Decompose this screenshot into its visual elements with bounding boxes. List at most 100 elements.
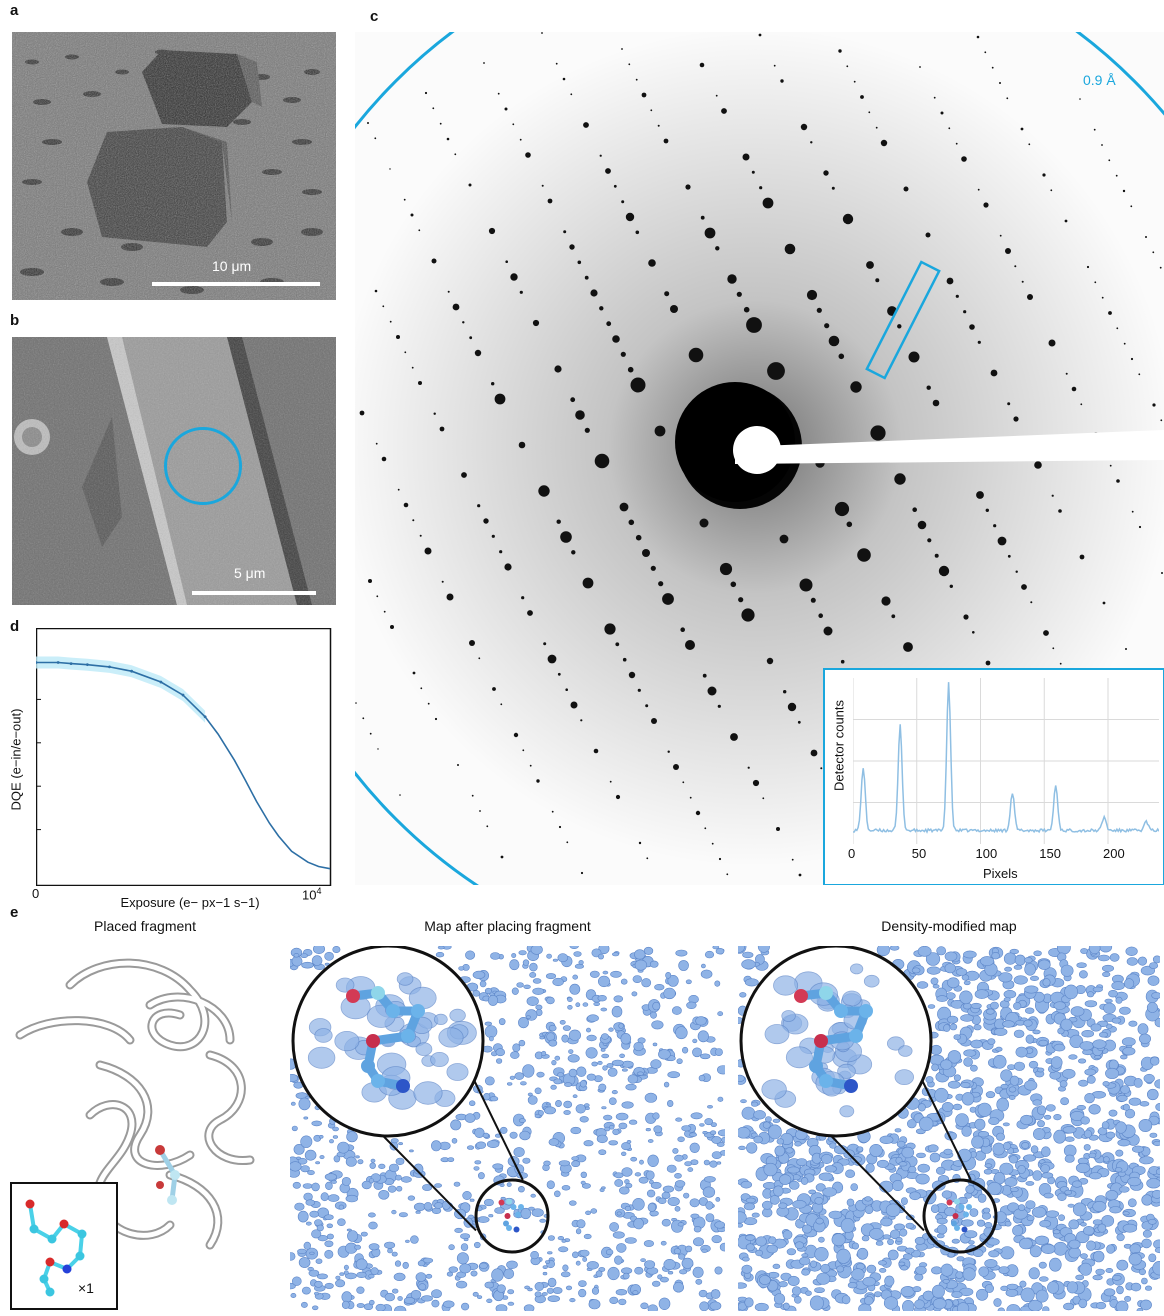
density-blob	[1096, 1301, 1107, 1310]
density-blob	[551, 1059, 557, 1066]
density-blob	[1030, 1145, 1039, 1154]
diffraction-spot	[374, 137, 377, 140]
density-blob	[438, 1027, 464, 1048]
density-blob	[588, 1299, 601, 1310]
density-blob	[431, 1289, 442, 1299]
diffraction-spot	[938, 565, 950, 577]
density-blob	[547, 1235, 555, 1241]
fragment-atom-small	[513, 1226, 520, 1233]
density-blob	[545, 1260, 551, 1264]
density-blob	[947, 1015, 959, 1024]
diffraction-spot	[504, 563, 512, 571]
diffraction-spot	[446, 137, 450, 141]
diffraction-spot	[875, 126, 878, 129]
density-blob	[976, 1288, 989, 1301]
diffraction-spot	[646, 857, 649, 860]
density-blob	[583, 1233, 592, 1240]
density-blob	[616, 1243, 627, 1253]
diffraction-spot	[704, 227, 716, 239]
density-blob	[396, 1185, 403, 1192]
density-blob	[483, 1093, 491, 1101]
density-blob	[719, 1242, 725, 1252]
density-blob	[301, 961, 314, 969]
density-blob	[563, 1110, 571, 1115]
fragment-atom	[346, 989, 360, 1003]
density-blob	[831, 1233, 846, 1247]
density-blob	[908, 1165, 917, 1174]
density-blob	[568, 1049, 574, 1054]
dqe-y-label: DQE (e−in/e−out)	[8, 708, 24, 811]
diffraction-spot	[927, 538, 932, 543]
density-blob	[1111, 1274, 1122, 1281]
density-blob	[1084, 1000, 1098, 1008]
diffraction-spot	[870, 425, 886, 441]
density-blob	[700, 969, 713, 979]
density-blob	[568, 1029, 582, 1041]
density-blob	[466, 1145, 475, 1150]
diffraction-spot	[522, 749, 525, 752]
density-blob	[473, 1166, 480, 1171]
diffraction-spot	[711, 842, 714, 845]
density-blob	[437, 946, 445, 950]
density-blob	[850, 963, 864, 975]
density-blob	[300, 1135, 313, 1148]
diffraction-spot	[919, 66, 921, 68]
density-blob	[598, 1083, 607, 1092]
density-blob	[632, 1290, 639, 1295]
density-blob	[880, 1217, 893, 1227]
diffraction-spot	[529, 764, 532, 767]
density-blob	[970, 1064, 978, 1072]
density-blob	[500, 1196, 506, 1201]
density-blob	[1060, 964, 1074, 977]
density-blob	[1009, 948, 1019, 955]
density-blob	[1078, 1079, 1089, 1087]
density-blob	[625, 1083, 637, 1091]
diffraction-spot	[468, 183, 472, 187]
diffraction-spot	[571, 550, 576, 555]
density-blob	[572, 1094, 578, 1098]
density-blob	[916, 981, 929, 989]
density-blob	[864, 1205, 874, 1215]
density-blob	[474, 1127, 485, 1139]
density-blob	[598, 1149, 607, 1155]
diffraction-spot	[680, 627, 685, 632]
fragment-atom	[844, 1079, 858, 1093]
density-blob	[741, 1106, 756, 1120]
density-blob	[652, 1001, 661, 1011]
density-blob	[297, 1210, 309, 1223]
density-blob	[679, 1269, 688, 1275]
diffraction-spot	[375, 442, 378, 445]
density-blob	[1133, 1077, 1143, 1088]
density-blob	[587, 1014, 599, 1022]
diffraction-spot	[984, 51, 987, 54]
density-blob	[916, 1152, 926, 1159]
zoom-connector	[830, 1135, 925, 1232]
diffraction-spot	[368, 579, 372, 583]
density-blob	[604, 1126, 611, 1132]
density-blob	[578, 1280, 587, 1287]
density-blob	[609, 1222, 619, 1232]
diffraction-spot	[1059, 662, 1062, 665]
density-blob	[593, 1001, 601, 1006]
diffraction-spot	[838, 353, 845, 360]
density-blob	[510, 1051, 520, 1059]
diffraction-spot	[985, 660, 991, 666]
density-blob	[741, 959, 756, 970]
density-blob	[495, 1048, 506, 1057]
density-blob	[490, 952, 501, 960]
density-blob	[621, 1101, 634, 1109]
density-blob	[769, 1195, 780, 1205]
density-blob	[1013, 975, 1028, 985]
density-blob	[901, 1146, 915, 1159]
density-blob	[369, 1162, 376, 1169]
diffraction-spot	[779, 534, 789, 544]
density-blob	[900, 1265, 909, 1271]
density-blob	[360, 1231, 368, 1237]
density-blob	[677, 1136, 685, 1143]
density-blob	[567, 997, 573, 1002]
density-blob	[941, 1102, 954, 1113]
density-blob	[514, 1072, 525, 1080]
density-blob	[568, 1200, 577, 1206]
ribbon-drawing	[15, 958, 255, 1250]
density-blob	[408, 986, 437, 1010]
